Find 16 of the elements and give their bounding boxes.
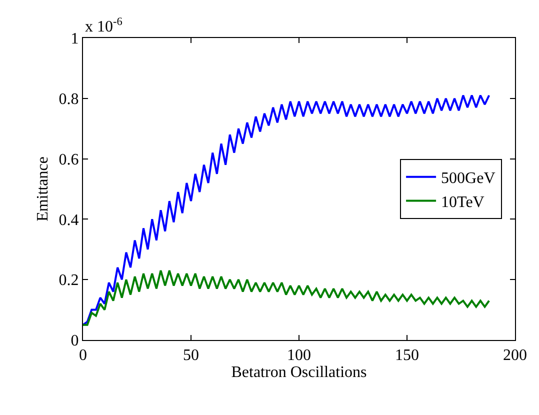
legend-label: 10TeV xyxy=(441,194,485,211)
x-tick-label: 50 xyxy=(183,347,199,364)
y-tick-label: 0.2 xyxy=(58,272,79,290)
x-tick-label: 200 xyxy=(503,347,527,364)
y-tick-label: 1 xyxy=(70,30,79,48)
x-axis-title: Betatron Oscillations xyxy=(231,364,367,382)
y-tick-label: 0.4 xyxy=(58,212,79,229)
y-tick-label: 0.6 xyxy=(58,151,79,168)
line-series xyxy=(83,270,490,326)
y-tick-label: 0 xyxy=(70,332,79,350)
x-tick-label: 150 xyxy=(395,347,419,364)
x-tick-label: 100 xyxy=(287,347,311,364)
text: x 10$^{-6}$ xyxy=(85,16,123,36)
y-axis-title: Emittance xyxy=(34,156,52,222)
legend-label: 500GeV xyxy=(441,170,496,188)
y-tick-label: 0.8 xyxy=(58,91,79,108)
